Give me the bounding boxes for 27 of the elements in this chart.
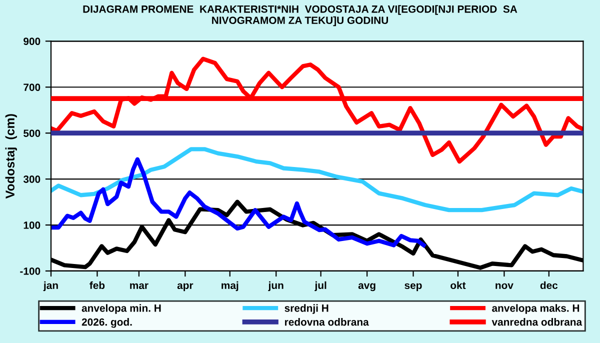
y-tick-label: 500 — [24, 130, 40, 137]
legend-label: redovna odbrana — [285, 318, 369, 326]
legend-label: 2026. god. — [82, 318, 132, 328]
legend-label: anvelopa min. H — [82, 304, 161, 314]
y-tick-label: 700 — [24, 84, 40, 91]
x-tick-label: okt — [450, 281, 466, 290]
x-tick-label: mar — [130, 283, 148, 290]
chart-title: DIJAGRAM PROMENE KARAKTERISTI*NIH VODOSTAJA ZA VI[EGODI[NJI PERIOD SA NIVOGRAMOM ZA TEKU]U GODINU — [83, 5, 518, 26]
x-tick-label: jun — [268, 281, 284, 292]
x-tick-label: apr — [177, 283, 194, 292]
x-tick-label: sep — [404, 283, 422, 292]
x-tick-label: avg — [358, 283, 376, 292]
y-tick-label: 300 — [23, 176, 40, 183]
y-tick-label: -100 — [20, 267, 40, 275]
y-axis-title: Vodostaj (cm) — [5, 114, 17, 199]
x-tick-label: jan — [43, 281, 58, 292]
legend-label: vanredna odbrana — [492, 318, 582, 326]
x-tick-label: jul — [314, 281, 326, 292]
x-tick-label: nov — [496, 283, 514, 290]
legend-label: srednji H — [284, 304, 328, 314]
x-tick-label: dec — [540, 281, 558, 290]
line-series — [51, 157, 426, 248]
y-tick-label: 900 — [24, 38, 40, 46]
legend-label: anvelopa maks. H — [492, 304, 580, 314]
x-tick-label: maj — [222, 281, 238, 292]
x-tick-label: feb — [90, 281, 105, 290]
y-tick-label: 100 — [24, 222, 40, 229]
